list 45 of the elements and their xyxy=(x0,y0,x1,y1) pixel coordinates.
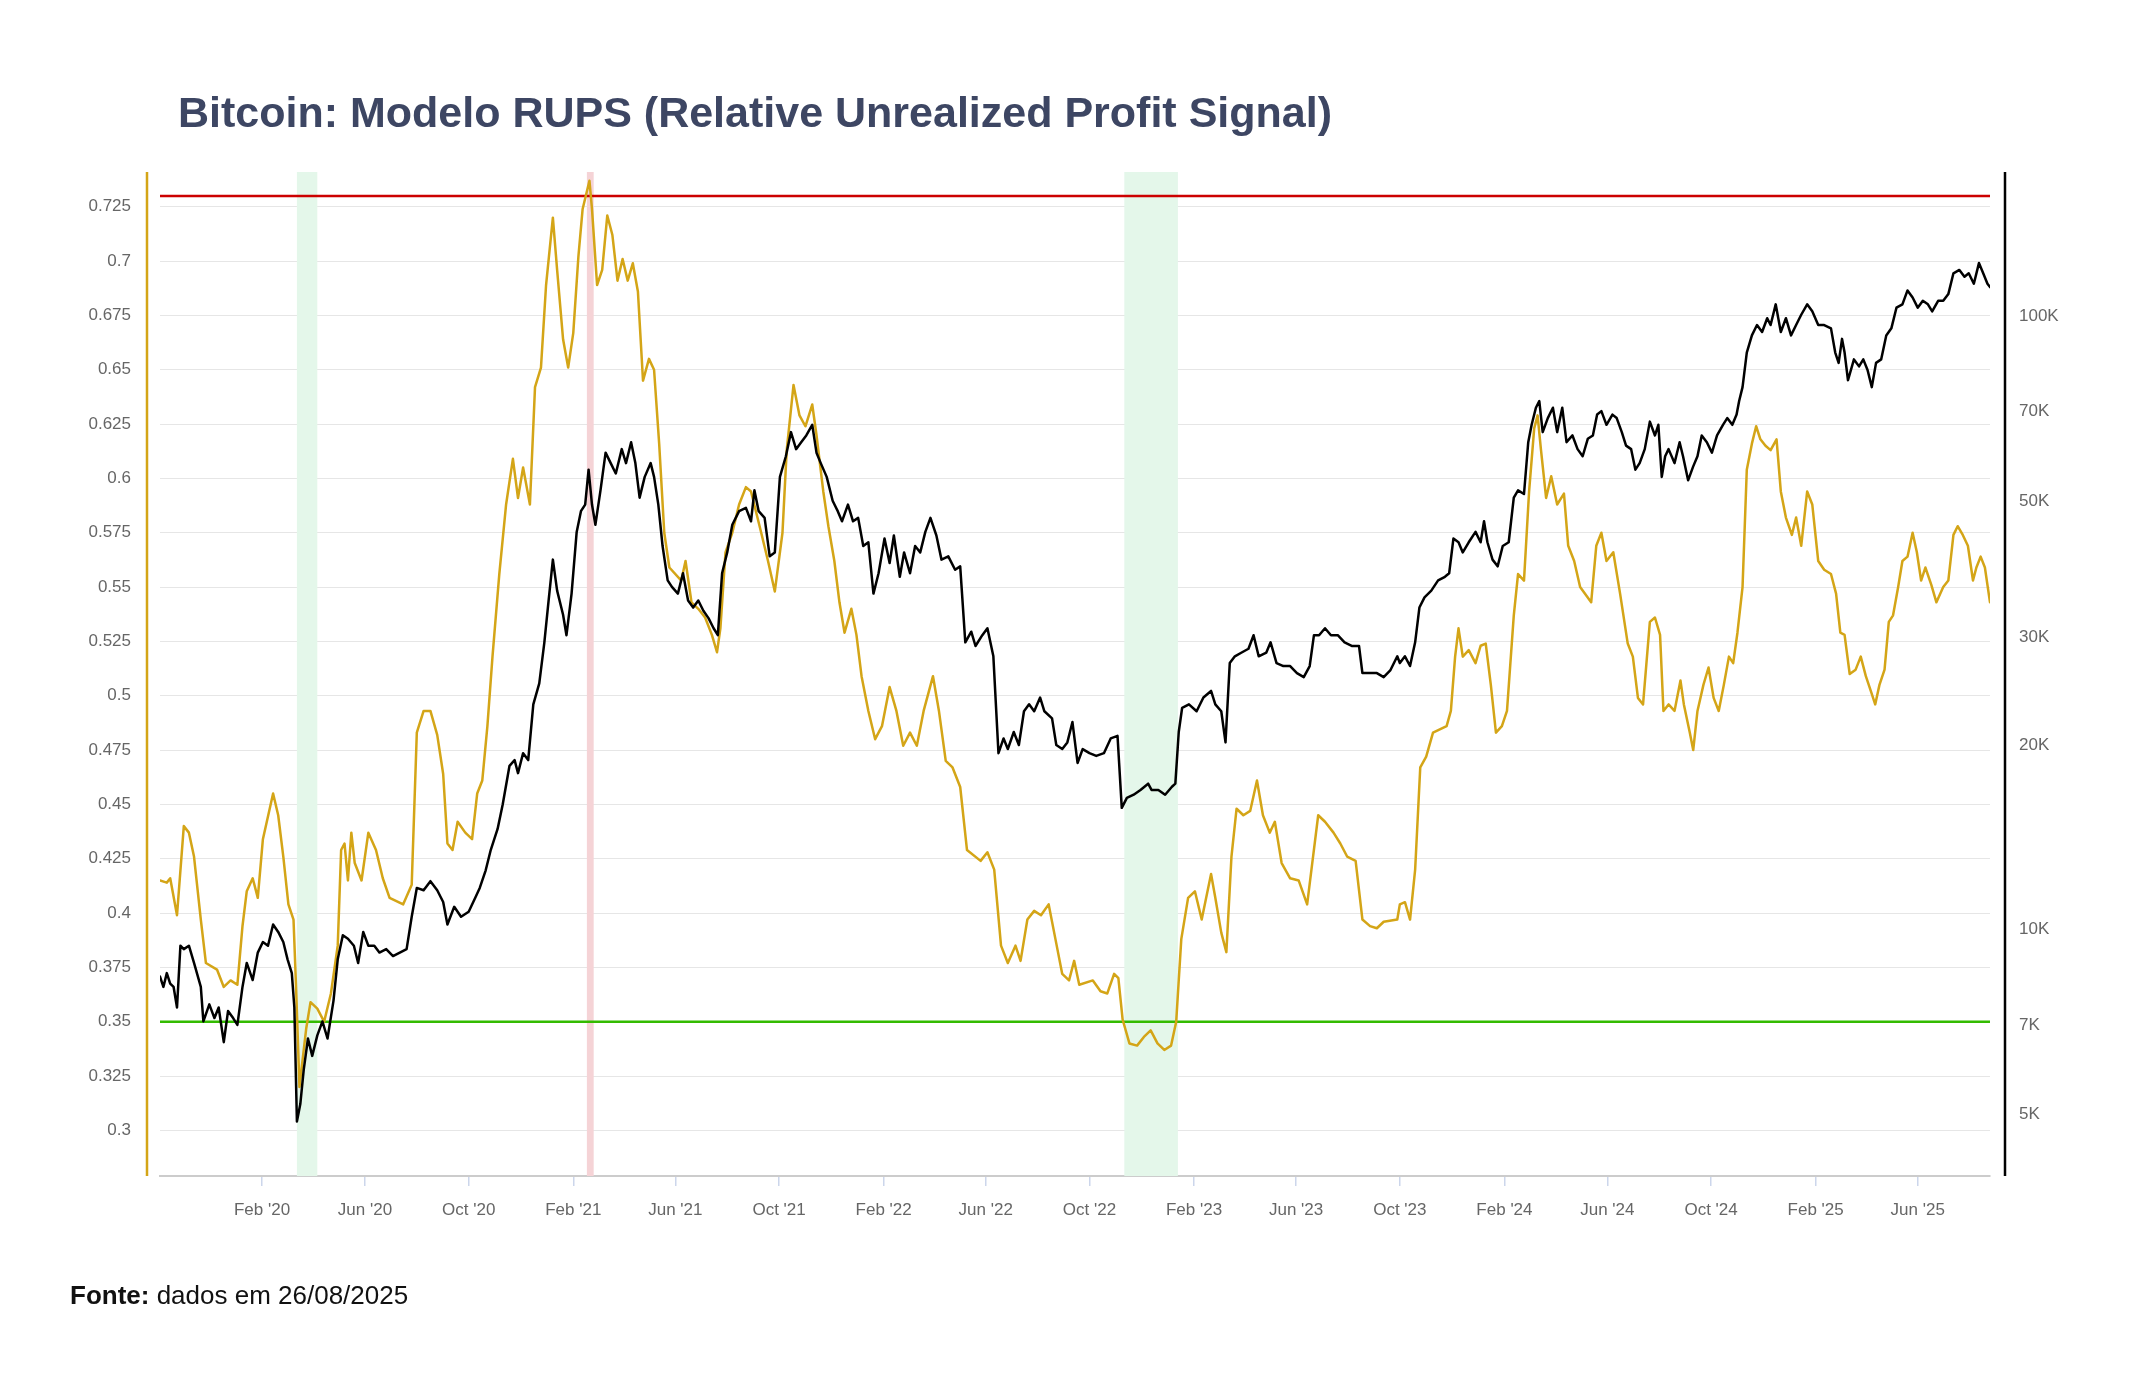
y-tick-label: 0.475 xyxy=(88,739,131,759)
y2-tick-label: 50K xyxy=(2019,490,2050,510)
x-tick-label: Oct '20 xyxy=(442,1199,496,1219)
y2-tick-label: 70K xyxy=(2019,400,2050,420)
y2-tick-label: 30K xyxy=(2019,626,2050,646)
y-tick-label: 0.425 xyxy=(88,848,131,868)
x-tick-label: Jun '22 xyxy=(958,1199,1013,1219)
y-tick-label: 0.525 xyxy=(88,631,131,651)
y2-tick-label: 7K xyxy=(2019,1014,2041,1034)
x-tick-label: Feb '20 xyxy=(233,1199,291,1219)
y-tick-label: 0.625 xyxy=(88,413,131,433)
y2-tick-label: 5K xyxy=(2019,1104,2041,1124)
y-tick-label: 0.35 xyxy=(97,1011,131,1031)
y-tick-label: 0.55 xyxy=(97,576,131,596)
x-tick-label: Feb '21 xyxy=(545,1199,602,1219)
x-tick-label: Jun '24 xyxy=(1580,1199,1635,1219)
x-tick-label: Jun '21 xyxy=(648,1199,703,1219)
source-note: Fonte: dados em 26/08/2025 xyxy=(70,1280,409,1310)
y-tick-label: 0.675 xyxy=(88,305,131,325)
y-tick-label: 0.65 xyxy=(97,359,131,379)
x-tick-label: Jun '20 xyxy=(337,1199,393,1219)
y-tick-label: 0.7 xyxy=(107,250,131,270)
x-tick-label: Jun '23 xyxy=(1268,1199,1324,1219)
y-tick-label: 0.6 xyxy=(107,468,131,488)
y-tick-label: 0.3 xyxy=(107,1120,131,1140)
x-tick-label: Feb '22 xyxy=(855,1199,912,1219)
y-tick-label: 0.5 xyxy=(107,685,131,705)
y-tick-label: 0.4 xyxy=(107,902,131,922)
x-tick-label: Feb '23 xyxy=(1165,1199,1223,1219)
x-tick-label: Oct '22 xyxy=(1062,1199,1117,1219)
y-tick-label: 0.375 xyxy=(88,957,131,977)
x-tick-label: Feb '24 xyxy=(1476,1199,1533,1219)
x-tick-label: Oct '21 xyxy=(752,1199,806,1219)
y2-tick-label: 10K xyxy=(2019,919,2050,939)
y2-tick-label: 20K xyxy=(2019,734,2050,754)
chart-title: Bitcoin: Modelo RUPS (Relative Unrealized Profit Signal) xyxy=(178,87,1332,138)
y2-tick-label: 100K xyxy=(2019,305,2060,325)
y-tick-label: 0.325 xyxy=(88,1065,131,1085)
x-tick-label: Oct '24 xyxy=(1684,1199,1738,1219)
x-tick-label: Feb '25 xyxy=(1787,1199,1844,1219)
x-tick-label: Oct '23 xyxy=(1373,1199,1427,1219)
y-tick-label: 0.45 xyxy=(97,794,131,814)
y-tick-label: 0.575 xyxy=(88,522,131,542)
x-tick-label: Jun '25 xyxy=(1890,1199,1945,1219)
y-tick-label: 0.725 xyxy=(88,196,131,216)
